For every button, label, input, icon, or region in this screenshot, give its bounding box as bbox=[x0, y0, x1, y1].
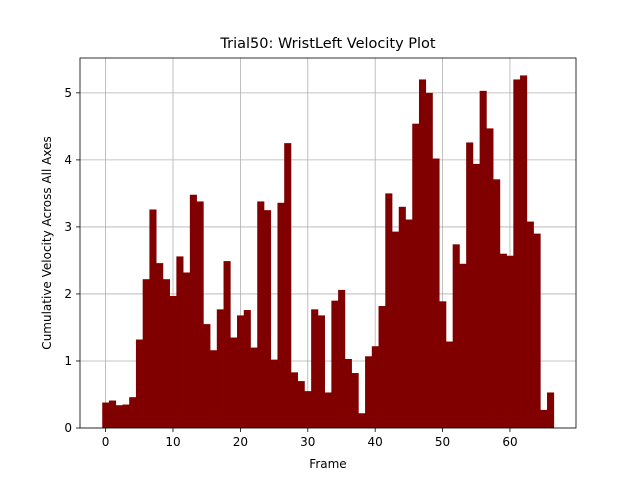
bar bbox=[513, 79, 521, 428]
y-tick-label: 2 bbox=[64, 287, 72, 301]
bar bbox=[479, 90, 487, 428]
x-tick-label: 60 bbox=[502, 435, 517, 449]
bar bbox=[499, 253, 507, 428]
bar bbox=[243, 310, 251, 428]
bar bbox=[486, 128, 494, 428]
bar bbox=[472, 163, 480, 428]
x-tick-label: 20 bbox=[233, 435, 248, 449]
y-tick-label: 1 bbox=[64, 354, 72, 368]
bar bbox=[459, 263, 467, 428]
bar bbox=[365, 356, 373, 428]
bar bbox=[378, 306, 386, 428]
y-tick-label: 4 bbox=[64, 153, 72, 167]
x-tick-label: 30 bbox=[300, 435, 315, 449]
bar bbox=[506, 255, 514, 428]
bar bbox=[425, 92, 433, 428]
bar bbox=[115, 405, 123, 428]
bar bbox=[189, 194, 197, 428]
bar bbox=[493, 179, 501, 428]
bar bbox=[122, 404, 130, 428]
x-tick-label: 50 bbox=[435, 435, 450, 449]
bar bbox=[445, 341, 454, 428]
bar bbox=[237, 315, 245, 428]
bar bbox=[520, 75, 528, 428]
bar bbox=[223, 261, 231, 428]
bar bbox=[351, 373, 359, 428]
bar bbox=[135, 339, 144, 428]
bar bbox=[418, 79, 427, 428]
chart-title: Trial50: WristLeft Velocity Plot bbox=[219, 36, 436, 52]
x-tick-label: 40 bbox=[368, 435, 383, 449]
bar bbox=[466, 142, 474, 428]
bar bbox=[250, 347, 258, 428]
bar bbox=[311, 309, 319, 428]
y-tick-label: 5 bbox=[64, 86, 72, 100]
bar bbox=[108, 400, 117, 428]
bar bbox=[176, 256, 184, 428]
bar bbox=[290, 372, 299, 428]
bar bbox=[297, 381, 305, 428]
bar bbox=[324, 392, 332, 428]
x-tick-label: 0 bbox=[102, 435, 110, 449]
bar bbox=[162, 279, 170, 428]
axes-frame bbox=[79, 57, 577, 429]
bar bbox=[344, 358, 352, 428]
y-axis-label: Cumulative Velocity Across All Axes bbox=[40, 136, 54, 349]
bar bbox=[196, 201, 204, 428]
bar bbox=[129, 397, 137, 428]
bar bbox=[277, 202, 285, 428]
bar bbox=[230, 337, 238, 428]
x-tick-label: 10 bbox=[165, 435, 180, 449]
bar bbox=[183, 272, 191, 428]
bar bbox=[203, 324, 211, 428]
bar bbox=[540, 409, 548, 428]
x-axis-label: Frame bbox=[309, 457, 346, 471]
bar bbox=[405, 219, 413, 428]
bar bbox=[338, 289, 346, 428]
bar bbox=[169, 295, 177, 428]
bar bbox=[392, 231, 400, 428]
bar bbox=[371, 346, 379, 428]
bar bbox=[156, 263, 164, 428]
bar bbox=[452, 244, 460, 428]
bar bbox=[432, 158, 440, 429]
bar bbox=[149, 209, 157, 428]
x-axis-ticks: 0 10 20 30 40 50 60 bbox=[102, 428, 518, 449]
bars bbox=[102, 75, 555, 429]
bar bbox=[439, 301, 447, 428]
bar bbox=[257, 201, 265, 428]
bar bbox=[270, 359, 278, 428]
bar bbox=[304, 391, 312, 428]
y-tick-label: 0 bbox=[64, 421, 72, 435]
bar bbox=[331, 300, 339, 428]
bar bbox=[216, 309, 224, 428]
y-axis-ticks: 0 1 2 3 4 5 bbox=[64, 86, 80, 435]
bar bbox=[317, 315, 325, 428]
bar bbox=[263, 210, 272, 428]
bar bbox=[142, 279, 150, 428]
bar bbox=[358, 413, 366, 428]
bar bbox=[533, 233, 541, 428]
bar bbox=[210, 350, 218, 428]
y-tick-label: 3 bbox=[64, 220, 72, 234]
bar bbox=[284, 143, 292, 428]
bar bbox=[526, 221, 534, 428]
bar bbox=[412, 123, 420, 428]
bar bbox=[385, 193, 393, 428]
bar bbox=[398, 206, 406, 428]
bar bbox=[547, 392, 555, 428]
bar bbox=[102, 402, 110, 428]
